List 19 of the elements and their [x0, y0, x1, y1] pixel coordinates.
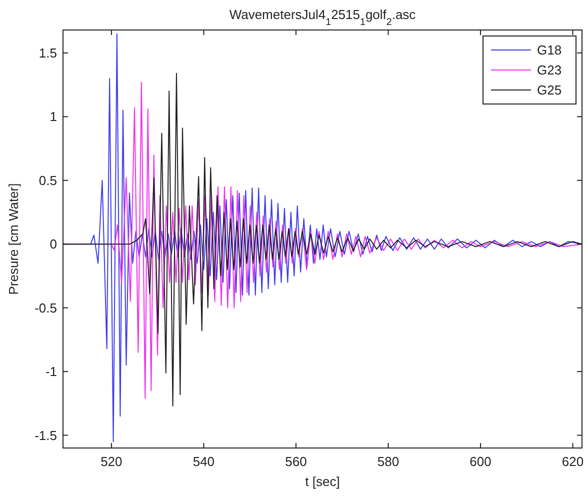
y-tick-label: 0 [50, 236, 57, 252]
y-tick-label: 1 [50, 109, 57, 124]
y-tick-label: 1.5 [38, 45, 57, 60]
x-tick-label: 540 [192, 454, 215, 469]
y-tick-label: 0.5 [38, 172, 57, 188]
x-tick-label: 620 [562, 454, 584, 469]
legend-label: G25 [537, 82, 562, 98]
x-tick-label: 580 [377, 454, 400, 469]
y-tick-label: -1 [45, 364, 57, 380]
y-tick-label: -0.5 [34, 300, 57, 316]
y-axis-title: Presure [cm Water] [6, 183, 21, 295]
x-tick-label: 520 [100, 454, 122, 469]
x-axis-title: t [sec] [305, 474, 340, 489]
legend-label: G23 [537, 62, 562, 78]
chart-title: WavemetersJul4$_{1}$2515$_{1}$golf$_{2}$.asc [229, 7, 416, 28]
legend-label: G18 [537, 42, 562, 58]
y-tick-label: -1.5 [34, 428, 57, 443]
x-tick-label: 600 [470, 454, 492, 469]
x-tick-label: 560 [285, 454, 307, 469]
